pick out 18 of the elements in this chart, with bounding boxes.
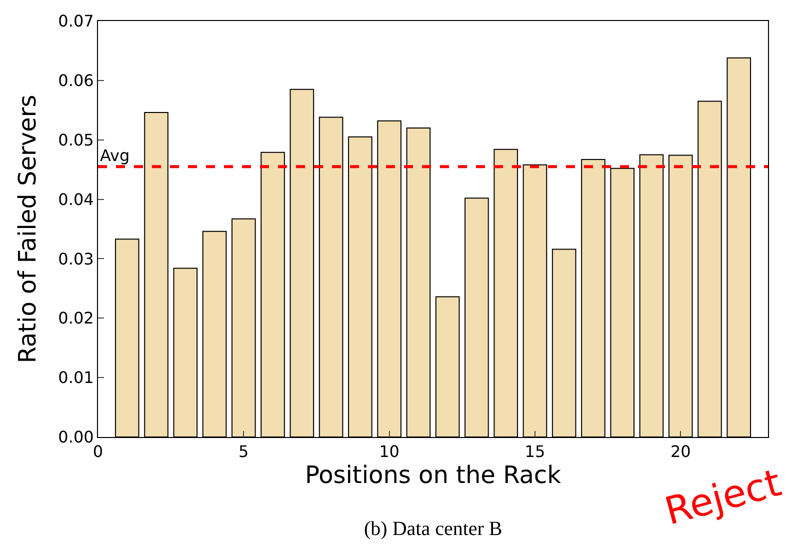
x-tick-label: 5	[238, 442, 249, 462]
ref-line-label: Avg	[100, 146, 130, 165]
y-tick-label: 0.00	[58, 428, 94, 447]
text: Reject	[660, 460, 786, 534]
x-tick-label: 0	[92, 442, 104, 462]
y-tick-label: 0.03	[58, 249, 94, 268]
x-tick-label: 20	[670, 442, 691, 462]
y-tick-label: 0.06	[58, 71, 94, 90]
x-tick-label: 10	[379, 442, 400, 462]
y-tick-label: 0.05	[58, 130, 94, 150]
y-tick-label: 0.01	[58, 368, 94, 388]
text: (b) Data center B	[364, 518, 502, 540]
y-tick-label: 0.07	[58, 12, 94, 31]
y-tick-label: 0.04	[58, 190, 94, 209]
y-axis-title: Ratio of Failed Servers	[13, 94, 42, 364]
y-tick-label: 0.02	[58, 308, 94, 328]
x-tick-label: 15	[524, 442, 546, 462]
x-axis-title: Positions on the Rack	[304, 461, 562, 490]
